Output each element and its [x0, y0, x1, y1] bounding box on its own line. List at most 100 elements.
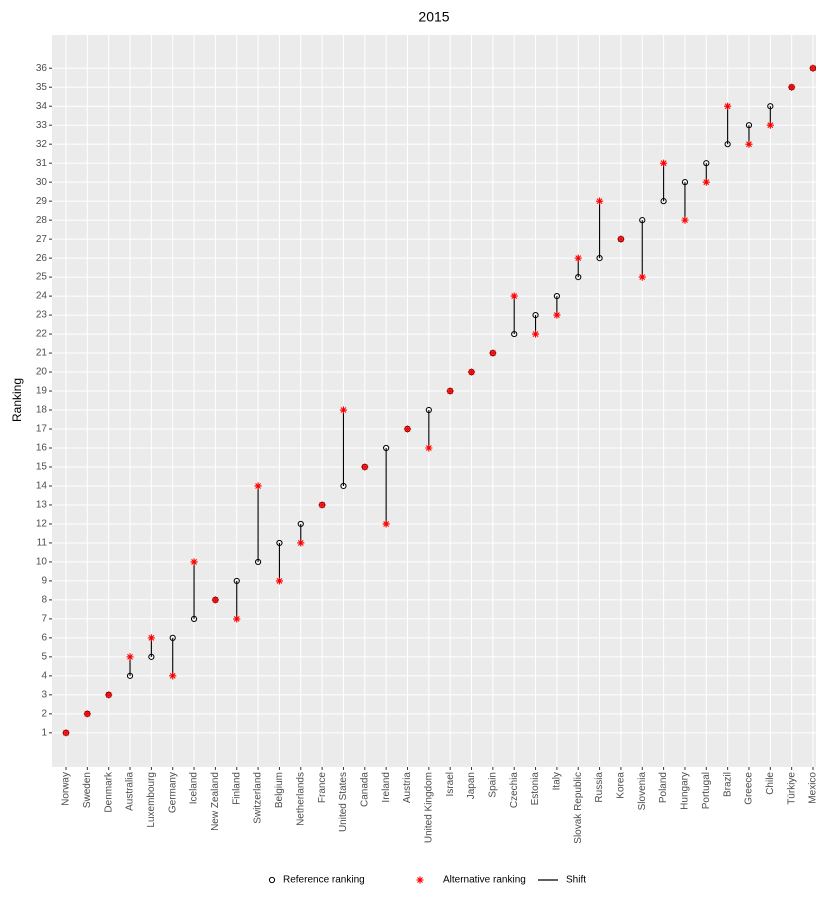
x-tick-label: Slovenia: [637, 772, 648, 811]
alternative-point: [702, 178, 710, 186]
alternative-point: [211, 596, 219, 604]
reference-point: [511, 330, 518, 338]
x-tick-label: Ireland: [381, 772, 392, 803]
alternative-point: [297, 539, 305, 547]
x-tick-label: Portugal: [701, 772, 712, 809]
y-tick-label: 3: [41, 689, 47, 700]
alternative-point: [83, 710, 91, 718]
reference-point: [553, 292, 560, 300]
y-tick-label: 2: [41, 708, 47, 719]
x-tick-label: Brazil: [722, 772, 733, 797]
alternative-point: [147, 634, 155, 642]
y-tick-label: 12: [36, 519, 48, 530]
reference-point: [681, 179, 689, 186]
y-tick-label: 24: [36, 291, 48, 302]
y-tick-label: 25: [36, 272, 48, 283]
y-tick-label: 30: [36, 177, 48, 188]
alternative-point: [489, 349, 497, 357]
y-tick-label: 29: [36, 196, 48, 207]
x-tick-label: Israel: [445, 772, 456, 796]
x-tick-label: Iceland: [189, 772, 200, 804]
alternative-point: [638, 273, 646, 281]
x-tick-label: Sweden: [82, 772, 93, 808]
reference-point: [383, 444, 390, 452]
reference-point: [639, 217, 646, 224]
x-tick-label: Poland: [658, 772, 669, 803]
y-tick-label: 20: [36, 367, 48, 378]
y-tick-label: 19: [36, 386, 48, 397]
x-tick-label: Luxembourg: [146, 772, 157, 828]
alternative-point: [809, 64, 816, 72]
y-tick-label: 22: [36, 329, 48, 340]
y-tick-label: 21: [36, 348, 48, 359]
alternative-point: [382, 520, 390, 528]
y-tick-label: 35: [36, 82, 48, 93]
y-axis-label: Ranking: [10, 378, 24, 422]
alternative-point: [105, 691, 113, 699]
x-tick-label: Germany: [167, 772, 178, 813]
y-tick-label: 18: [36, 405, 48, 416]
reference-point: [340, 482, 347, 490]
alternative-point: [62, 729, 70, 737]
alternative-point: [660, 159, 668, 167]
alternative-point: [169, 672, 177, 680]
chart-title: 2015: [418, 9, 449, 25]
alternative-point: [425, 444, 433, 452]
y-tick-label: 28: [36, 215, 48, 226]
y-tick-label: 13: [36, 500, 48, 511]
x-tick-label: Hungary: [680, 772, 691, 810]
alternative-point: [467, 368, 476, 376]
reference-point: [233, 577, 240, 585]
x-tick-label: Italy: [552, 772, 563, 790]
alternative-point: [403, 425, 412, 433]
x-tick-label: New Zealand: [210, 772, 221, 831]
alternative-point: [339, 406, 348, 414]
reference-point: [148, 653, 155, 660]
reference-point: [254, 558, 262, 566]
alternative-point: [681, 216, 689, 224]
y-tick-label: 6: [41, 633, 47, 644]
alternative-point: [254, 482, 262, 490]
reference-point: [169, 634, 176, 641]
reference-point: [660, 198, 667, 205]
alternative-point: [788, 83, 796, 91]
y-tick-label: 36: [36, 63, 48, 74]
alternative-point: [553, 311, 561, 319]
alternative-point: [361, 463, 369, 471]
reference-point: [126, 672, 134, 679]
alternative-point: [745, 140, 753, 148]
x-tick-label: Canada: [359, 772, 370, 807]
legend-label: Reference ranking: [283, 875, 365, 886]
reference-point: [596, 255, 603, 262]
x-tick-label: Finland: [231, 772, 242, 805]
y-tick-label: 1: [41, 727, 47, 738]
reference-point: [745, 122, 753, 129]
reference-point: [425, 406, 432, 414]
reference-point: [575, 274, 582, 281]
panel: [52, 35, 816, 767]
x-tick-label: Norway: [61, 772, 72, 806]
alternative-point: [724, 102, 732, 110]
y-tick-label: 16: [36, 443, 48, 454]
reference-point: [724, 141, 731, 148]
alternative-point: [531, 330, 540, 338]
alternative-point: [617, 235, 625, 243]
legend-label: Shift: [566, 875, 586, 886]
x-tick-label: Czechia: [509, 772, 520, 809]
reference-point: [276, 539, 283, 547]
y-tick-label: 15: [36, 462, 48, 473]
alternative-point: [275, 577, 284, 585]
reference-point: [703, 160, 710, 167]
x-tick-label: Australia: [125, 772, 136, 811]
alternative-point: [126, 653, 134, 661]
x-tick-label: Mexico: [808, 772, 816, 804]
x-tick-label: Japan: [466, 772, 477, 799]
reference-point: [532, 311, 539, 319]
reference-point: [297, 520, 304, 528]
x-tick-label: Türkiye: [786, 772, 797, 805]
alternative-point: [446, 387, 454, 395]
y-tick-label: 33: [36, 120, 48, 131]
x-tick-label: Russia: [594, 772, 605, 803]
x-tick-label: Netherlands: [295, 772, 306, 826]
x-tick-label: United States: [338, 772, 349, 832]
